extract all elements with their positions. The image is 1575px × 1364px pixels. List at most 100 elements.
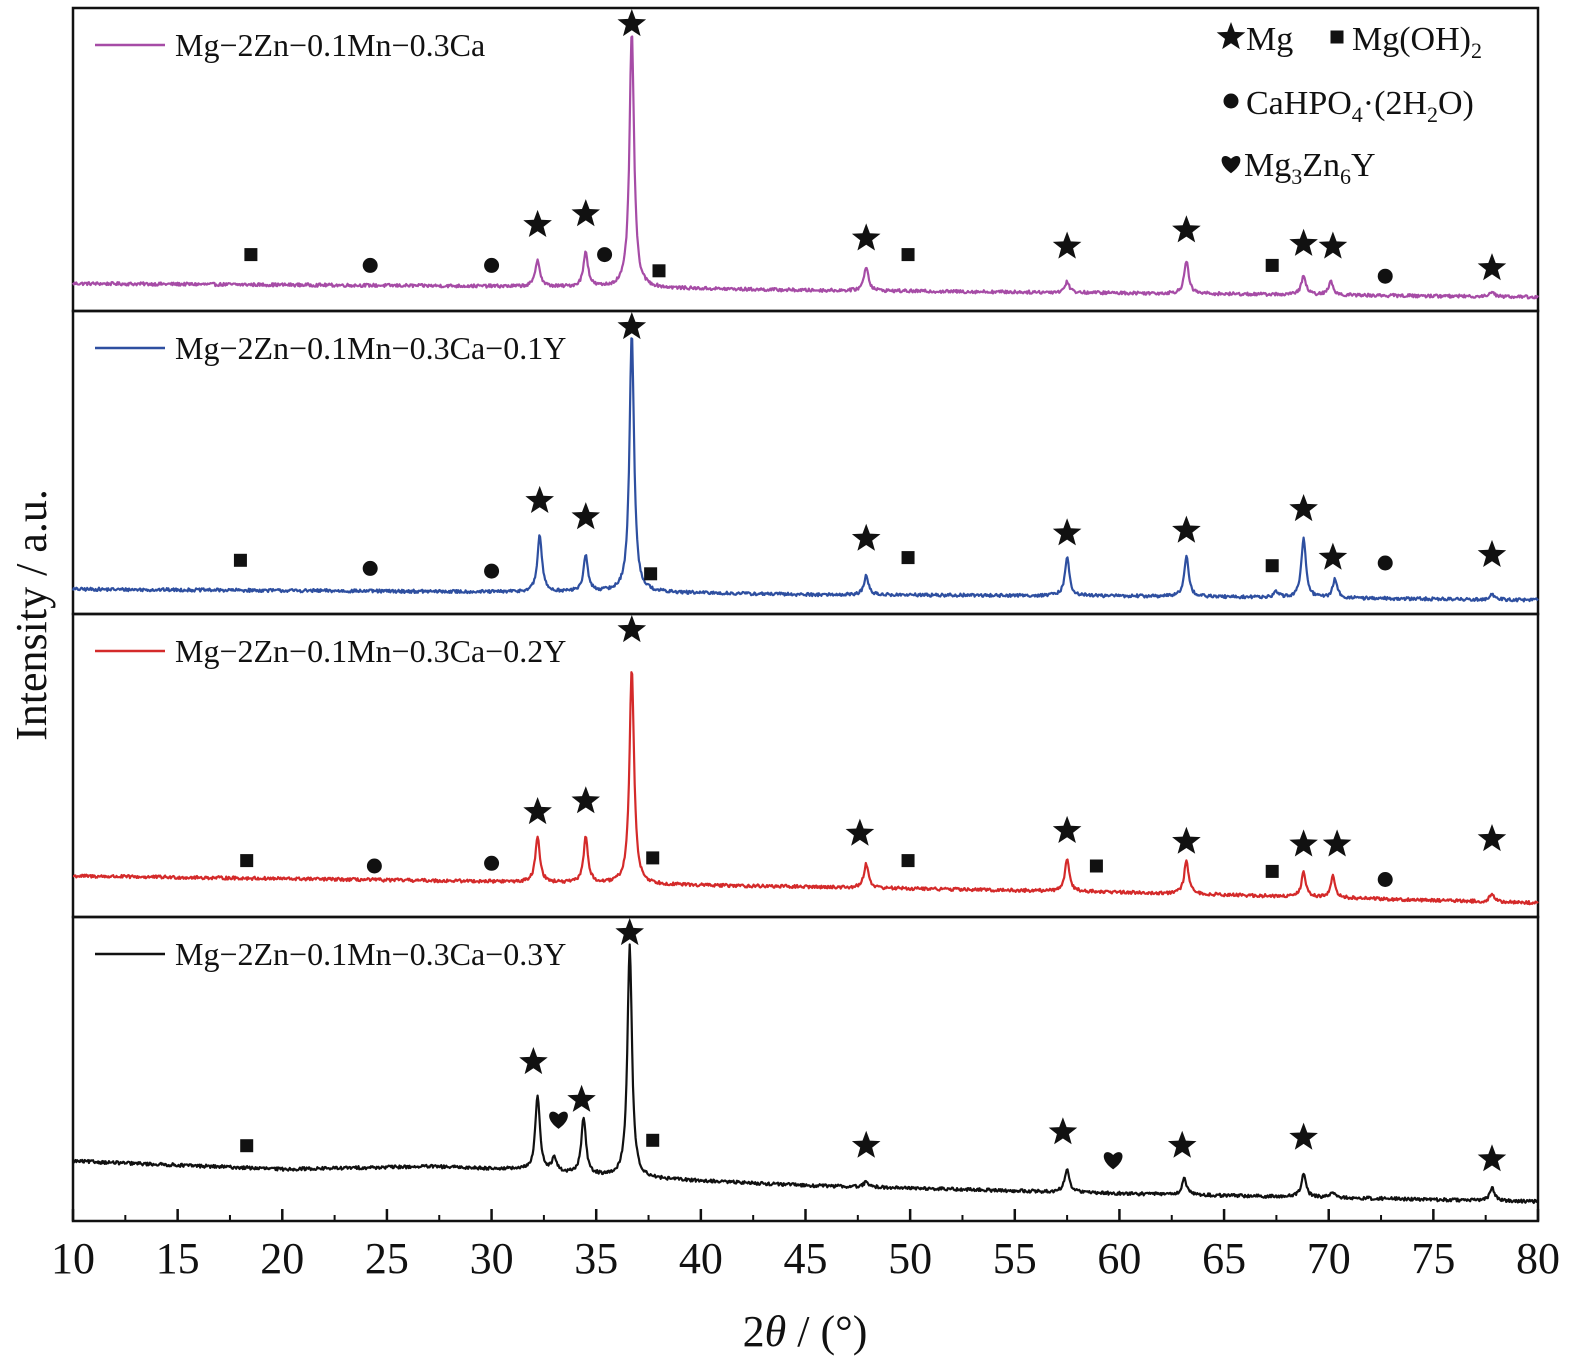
phase-marker-heart [549, 1111, 568, 1129]
phase-marker-star [1172, 826, 1201, 854]
x-tick-label: 65 [1202, 1234, 1246, 1283]
phase-marker-square [240, 854, 254, 868]
xrd-trace [71, 943, 1539, 1204]
x-tick-label: 25 [365, 1234, 409, 1283]
phase-marker-square [901, 551, 915, 565]
phase-marker-square [901, 854, 915, 868]
panel-3: Mg−2Zn−0.1Mn−0.3Ca−0.2Y [71, 612, 1540, 919]
x-tick-label: 15 [156, 1234, 200, 1283]
phase-marker-circle [484, 563, 500, 579]
phase-marker-heart [1103, 1152, 1123, 1170]
phase-legend-label: Mg3Zn6Y [1244, 147, 1376, 189]
x-tick-label: 30 [470, 1234, 514, 1283]
phase-marker-circle [1377, 872, 1393, 887]
phase-legend-label: Mg(OH)2 [1352, 21, 1482, 63]
phase-marker-square [240, 1139, 254, 1153]
phase-marker-star [615, 918, 644, 946]
phase-marker-star [1052, 518, 1082, 546]
phase-marker-square [1265, 559, 1279, 573]
phase-marker-star [1477, 1144, 1507, 1172]
phase-marker-star [571, 786, 600, 814]
phase-marker-star [617, 312, 647, 340]
phase-marker-star [1477, 824, 1507, 852]
phase-marker-star [1289, 494, 1318, 522]
phase-marker-star [1477, 539, 1507, 567]
legend-square-icon [1330, 30, 1344, 44]
x-tick-label: 70 [1307, 1234, 1351, 1283]
phase-marker-star [1289, 1122, 1318, 1150]
series-legend-label: Mg−2Zn−0.1Mn−0.3Ca−0.3Y [175, 936, 566, 972]
x-tick-label: 20 [260, 1234, 304, 1283]
x-tick-label: 40 [679, 1234, 723, 1283]
x-tick-label: 55 [993, 1234, 1037, 1283]
legend-heart-icon [1221, 155, 1241, 174]
y-axis-label: Intensity / a.u. [7, 489, 56, 741]
x-label-part: / (°) [786, 1307, 867, 1356]
phase-marker-square [644, 567, 658, 581]
phase-marker-star [1318, 231, 1348, 259]
phase-marker-star [1052, 231, 1082, 259]
series-legend-label: Mg−2Zn−0.1Mn−0.3Ca−0.1Y [175, 330, 566, 366]
phase-marker-star [1172, 215, 1201, 243]
phase-marker-star [519, 1047, 548, 1075]
phase-marker-star [1048, 1117, 1078, 1145]
phase-marker-square [1265, 258, 1279, 272]
phase-marker-star [1167, 1130, 1197, 1158]
phase-marker-star [523, 797, 552, 825]
phase-marker-star [571, 502, 600, 530]
phase-marker-circle [366, 858, 382, 874]
x-tick-label: 10 [51, 1234, 95, 1283]
x-axis: 10 15 20 25 30 35 40 45 50 55 60 65 70 75 80 [51, 1209, 1560, 1283]
phase-marker-circle [362, 257, 378, 273]
phase-marker-star [1289, 829, 1318, 857]
phase-marker-star [617, 9, 647, 37]
phase-legend-label: CaHPO4·(2H2O) [1246, 85, 1474, 127]
phase-marker-square [244, 248, 258, 262]
series-legend-label: Mg−2Zn−0.1Mn−0.3Ca [175, 27, 485, 63]
series-legend-label: Mg−2Zn−0.1Mn−0.3Ca−0.2Y [175, 633, 566, 669]
legend-star-icon [1216, 22, 1246, 50]
phase-marker-square [901, 248, 915, 262]
phase-marker-square [652, 264, 666, 278]
x-tick-label: 35 [574, 1234, 618, 1283]
phase-marker-star [1477, 253, 1507, 281]
x-tick-label: 60 [1097, 1234, 1141, 1283]
panels: Mg−2Zn−0.1Mn−0.3Ca Mg−2Zn−0.1Mn−0.3Ca−0.1… [71, 6, 1540, 1223]
phase-marker-star [1172, 515, 1201, 543]
legend-circle-icon [1223, 93, 1239, 109]
phase-legend-label: Mg [1246, 21, 1293, 58]
phase-marker-star [851, 523, 881, 551]
phase-marker-square [1089, 859, 1103, 873]
phase-marker-square [1265, 864, 1279, 878]
phase-marker-star [1322, 829, 1352, 857]
panel-4: Mg−2Zn−0.1Mn−0.3Ca−0.3Y [71, 915, 1540, 1223]
xrd-trace [71, 337, 1539, 603]
phase-marker-star [567, 1084, 596, 1112]
phase-marker-circle [597, 247, 613, 263]
phase-marker-star [851, 1130, 881, 1158]
xrd-trace [72, 671, 1539, 906]
phase-marker-circle [484, 257, 500, 273]
x-tick-label: 80 [1516, 1234, 1560, 1283]
phase-marker-star [1289, 228, 1318, 256]
phase-marker-star [845, 818, 875, 846]
x-tick-label: 75 [1411, 1234, 1455, 1283]
phase-marker-star [617, 615, 647, 643]
phase-marker-square [233, 553, 247, 567]
phase-marker-star [571, 199, 600, 227]
phase-marker-circle [1377, 555, 1393, 571]
phase-marker-star [523, 209, 552, 237]
phase-marker-circle [1377, 268, 1393, 284]
phase-marker-star [1052, 815, 1082, 843]
phase-legend: Mg Mg(OH)2 CaHPO4·(2H2O) Mg3Zn6Y [1216, 21, 1482, 189]
x-label-theta: θ [765, 1307, 787, 1356]
phase-marker-square [646, 851, 660, 865]
phase-marker-circle [484, 855, 500, 871]
x-axis-label: 2θ / (°) [743, 1307, 868, 1356]
phase-marker-star [851, 223, 881, 251]
phase-marker-star [525, 485, 554, 513]
xrd-trace [72, 35, 1539, 300]
phase-marker-square [646, 1133, 660, 1147]
phase-marker-circle [362, 560, 378, 576]
